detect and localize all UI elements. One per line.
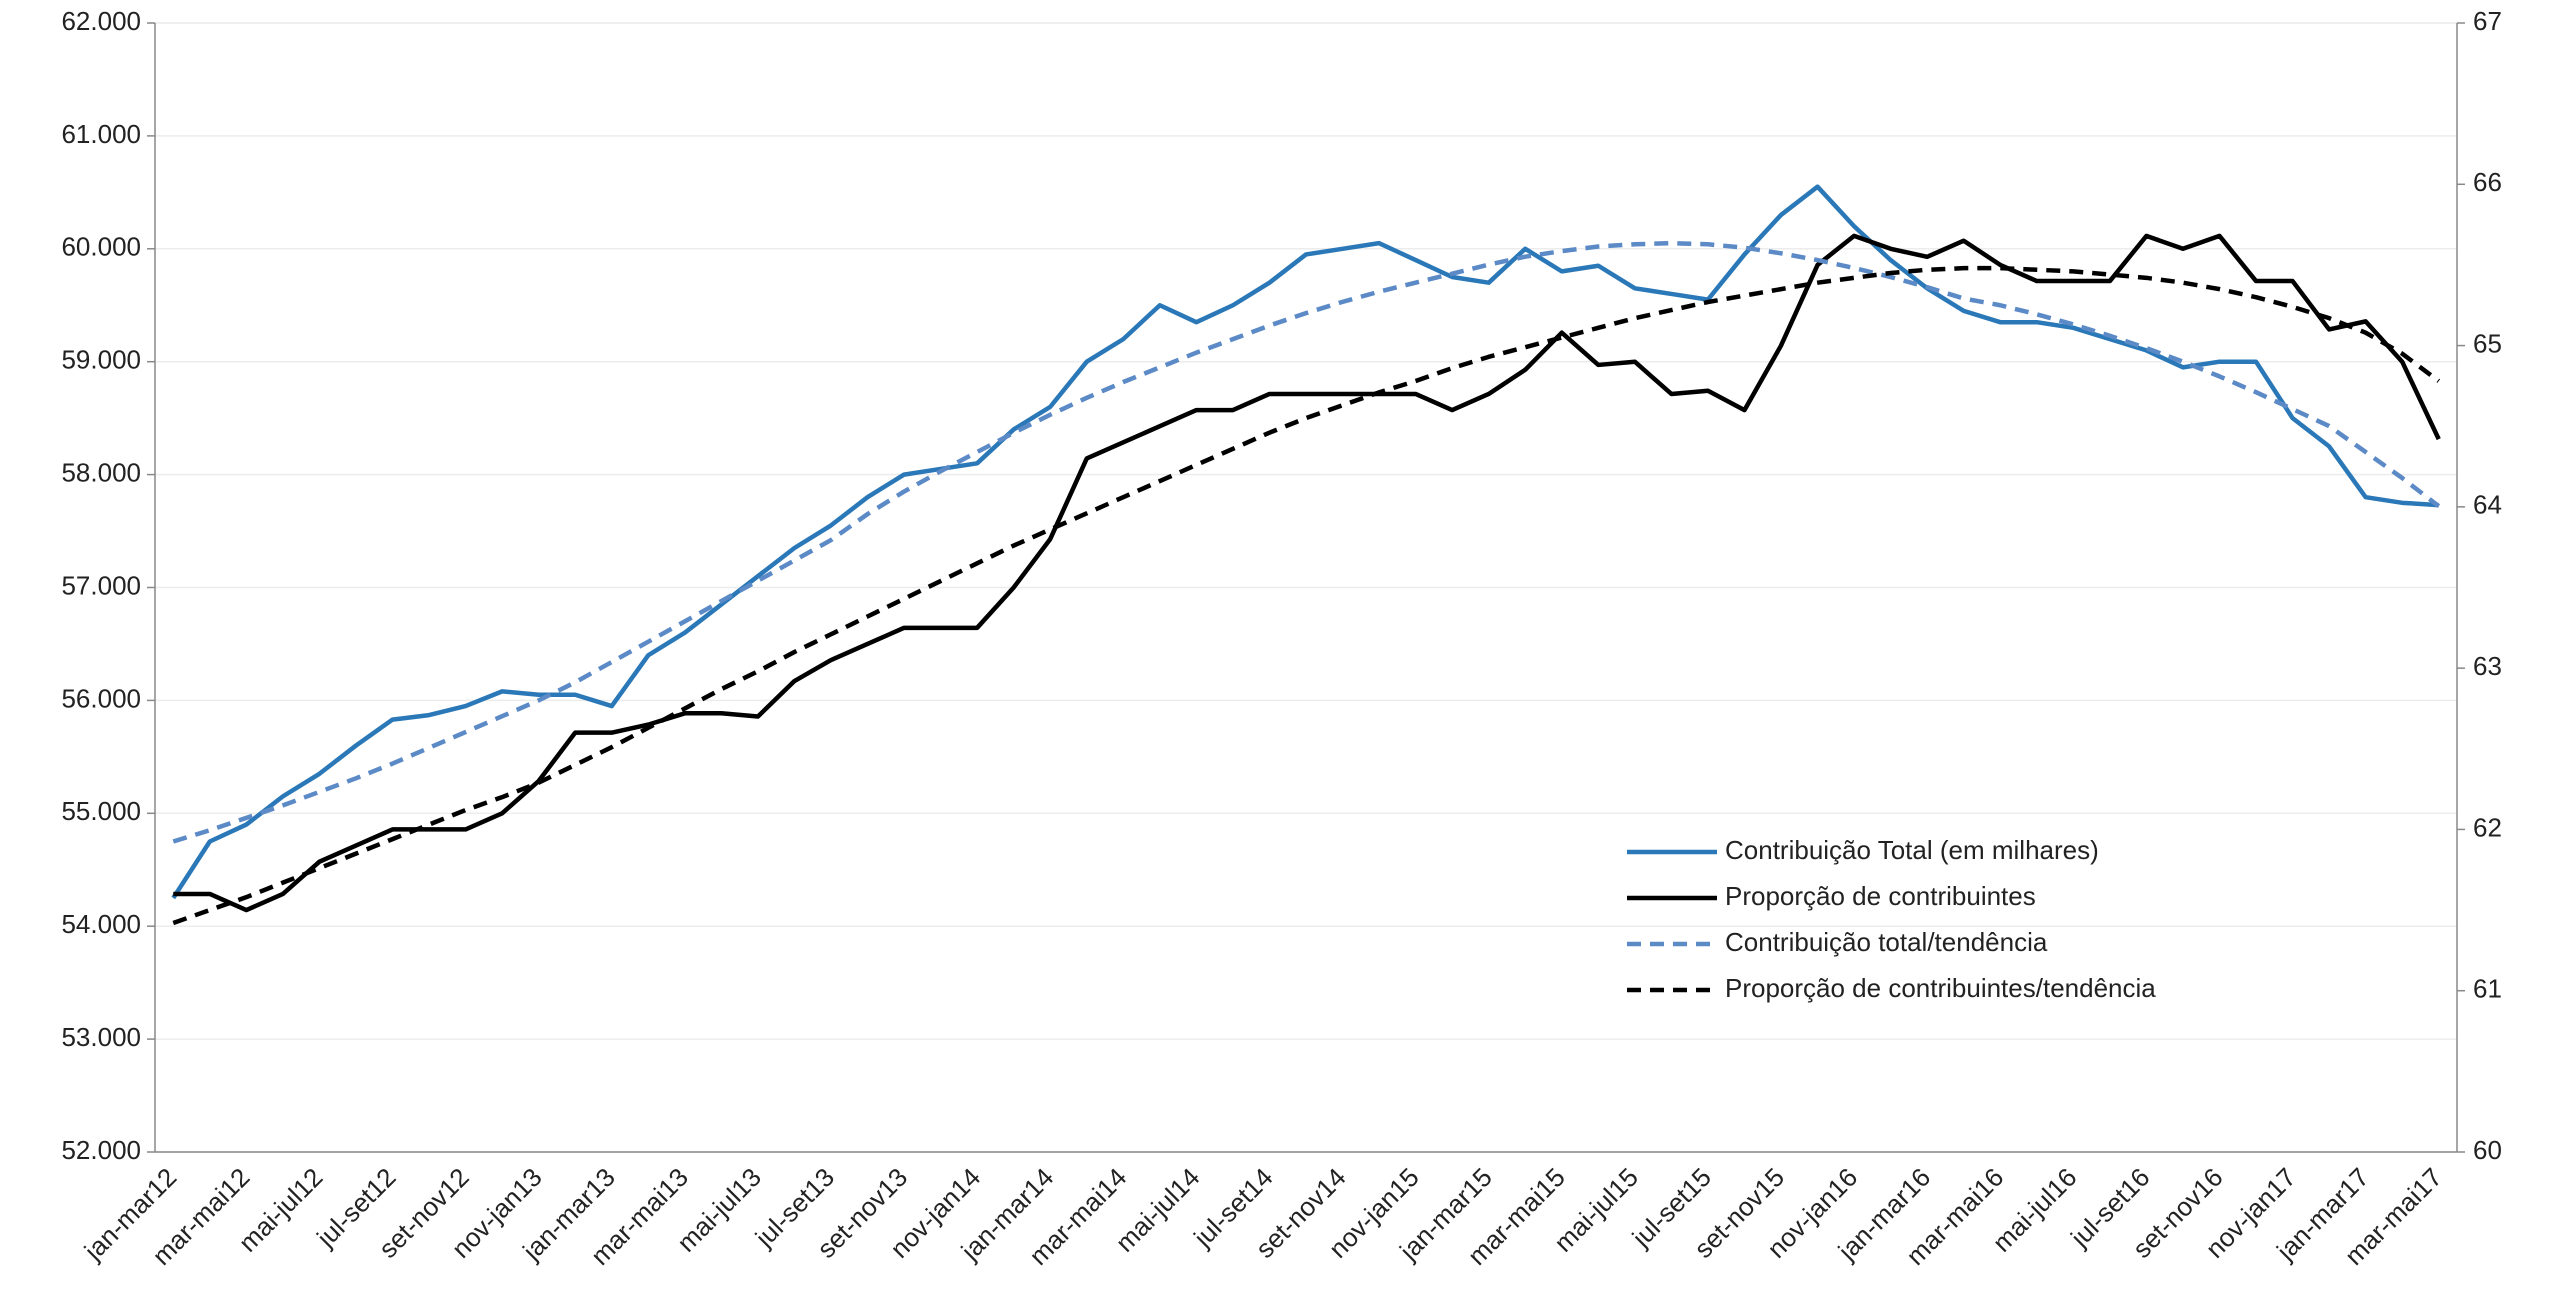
legend-label: Proporção de contribuintes: [1725, 881, 2036, 911]
y-tick-label: 58.000: [61, 457, 141, 487]
y-tick-label: 60.000: [61, 232, 141, 262]
trend-line: [172, 240, 2441, 844]
legend: Contribuição Total (em milhares) Proporçã…: [1627, 835, 2156, 1003]
y2-tick-label: 65: [2473, 328, 2502, 358]
data-line: [171, 184, 2439, 900]
y-tick-label: 53.000: [61, 1022, 141, 1052]
y-tick-label: 57.000: [61, 570, 141, 600]
y-tick-label: 61.000: [61, 119, 141, 149]
data-line: [173, 233, 2441, 913]
y-tick-label: 62.000: [61, 6, 141, 36]
legend-label: Proporção de contribuintes/tendência: [1725, 973, 2156, 1003]
y2-tick-label: 61: [2473, 974, 2502, 1004]
y2-tick-label: 63: [2473, 651, 2502, 681]
y-tick-label: 55.000: [61, 796, 141, 826]
legend-label: Contribuição Total (em milhares): [1725, 835, 2099, 865]
y-tick-label: 59.000: [61, 345, 141, 375]
y2-tick-label: 66: [2473, 167, 2502, 197]
y2-tick-label: 64: [2473, 490, 2502, 520]
y2-tick-label: 67: [2473, 6, 2502, 36]
y-tick-label: 52.000: [61, 1135, 141, 1165]
y-tick-label: 56.000: [61, 683, 141, 713]
legend-label: Contribuição total/tendência: [1725, 927, 2048, 957]
y2-tick-label: 62: [2473, 812, 2502, 842]
y-tick-label: 54.000: [61, 909, 141, 939]
y2-tick-label: 60: [2473, 1135, 2502, 1165]
trend-line: [172, 265, 2441, 926]
